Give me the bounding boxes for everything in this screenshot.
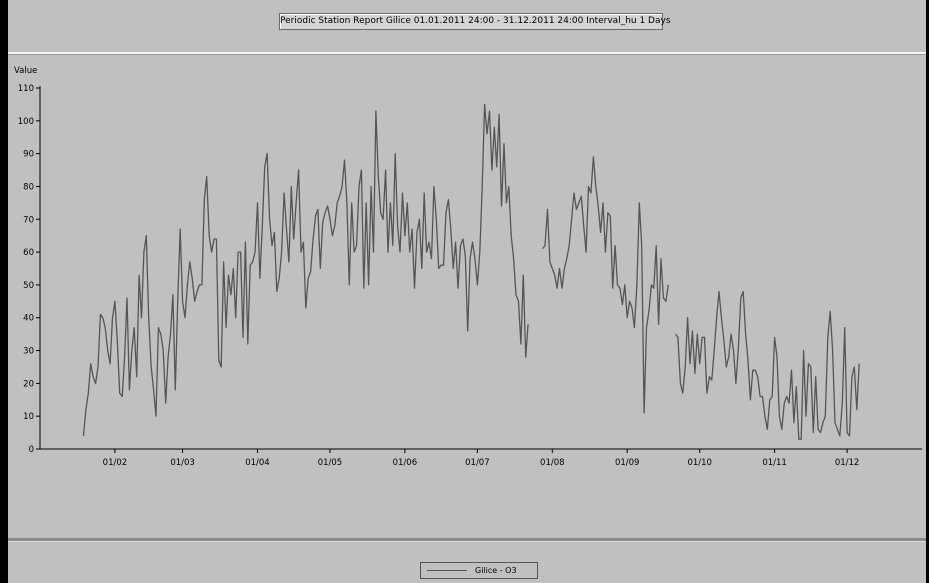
x-tick-label: 01/09 <box>615 458 640 468</box>
x-tick-label: 01/07 <box>465 458 490 468</box>
y-tick-label: 100 <box>18 117 34 127</box>
y-axis-label: Value <box>14 66 37 76</box>
chart-title: Periodic Station Report Gilice 01.01.201… <box>279 13 671 30</box>
y-tick-label: 0 <box>29 445 34 455</box>
y-tick-label: 40 <box>23 314 34 324</box>
x-tick-label: 01/02 <box>103 458 128 468</box>
y-tick-label: 90 <box>23 150 34 160</box>
x-tick-label: 01/03 <box>170 458 195 468</box>
footer-separator <box>8 538 926 542</box>
window-frame-left <box>0 0 8 583</box>
header-separator <box>8 52 926 55</box>
y-tick-label: 70 <box>23 215 34 225</box>
x-axis-ticks: 01/02 01/03 01/04 01/05 01/06 01/07 01/08 01/09… <box>103 449 860 468</box>
y-tick-label: 60 <box>23 248 34 258</box>
legend-swatch <box>427 570 467 571</box>
series-line-segment <box>82 103 529 436</box>
x-tick-label: 01/10 <box>687 458 712 468</box>
y-tick-label: 10 <box>23 412 34 422</box>
legend-entry: Gilice - O3 <box>475 566 517 575</box>
y-tick-label: 20 <box>23 379 34 389</box>
y-tick-label: 80 <box>23 182 34 192</box>
x-tick-label: 01/08 <box>540 458 565 468</box>
window-frame-right <box>926 0 929 583</box>
x-tick-label: 01/05 <box>318 458 343 468</box>
x-tick-label: 01/12 <box>835 458 860 468</box>
legend: Gilice - O3 <box>420 562 538 579</box>
y-tick-label: 30 <box>23 347 34 357</box>
x-tick-label: 01/04 <box>245 458 270 468</box>
series-gilice-o3 <box>82 103 860 440</box>
y-tick-label: 50 <box>23 281 34 291</box>
series-line-segment <box>542 156 669 414</box>
y-tick-label: 110 <box>18 84 34 94</box>
series-line-segment <box>674 290 860 440</box>
x-tick-label: 01/06 <box>393 458 418 468</box>
y-axis-ticks: 0 10 20 30 40 50 60 70 80 90 100 110 <box>18 84 40 455</box>
x-tick-label: 01/11 <box>762 458 787 468</box>
